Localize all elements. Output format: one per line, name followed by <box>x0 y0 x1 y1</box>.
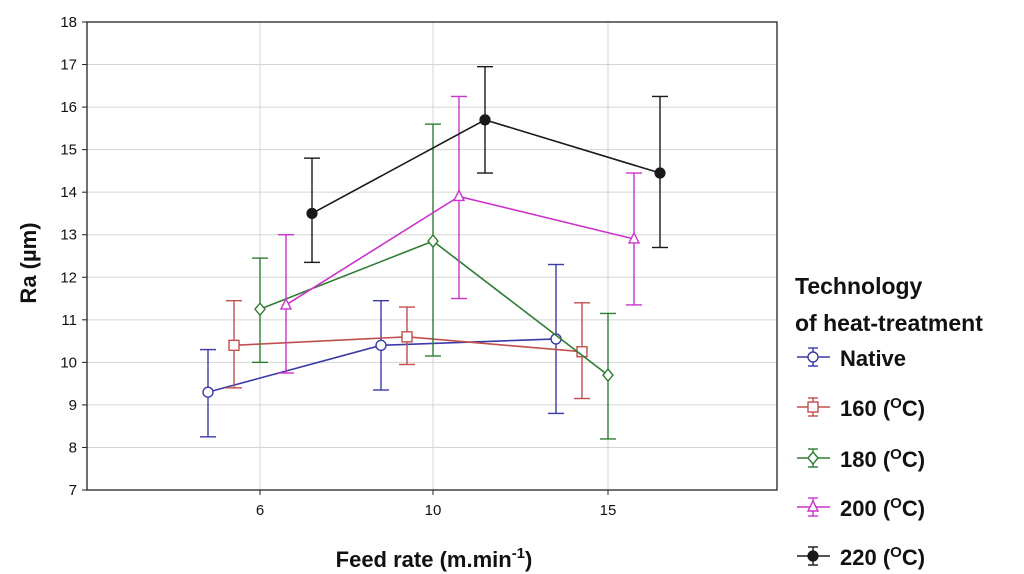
legend-item-220-marker <box>807 550 819 562</box>
x-axis-title: Feed rate (m.min-1) <box>336 545 533 572</box>
x-axis-title-end: ) <box>525 547 532 572</box>
x-tick-label-6: 6 <box>256 502 264 519</box>
series-200-point-1 <box>452 188 466 202</box>
legend-item-220: 220 (OC) <box>797 544 925 570</box>
series-180-point-0 <box>254 302 266 317</box>
legend-item-180-marker <box>807 450 819 466</box>
legend-item-160-label-name: 160 <box>840 396 877 421</box>
series-180 <box>252 123 616 440</box>
series-200 <box>278 95 642 374</box>
legend-item-180-label: 180 (OC) <box>840 446 925 472</box>
legend-item-160-label-paren-open: ( <box>877 396 891 421</box>
series-native-point-0 <box>202 386 214 398</box>
x-axis-title-sup: -1 <box>512 545 525 562</box>
x-tick-label-15: 15 <box>600 502 617 519</box>
legend-item-200-label-unit-end: C) <box>902 496 925 521</box>
y-axis-title: Ra (µm) <box>16 222 41 303</box>
legend-item-180-label-paren-open: ( <box>877 447 891 472</box>
plot-frame <box>86 21 778 491</box>
series-200-point-2 <box>627 231 641 244</box>
series-180-point-1 <box>427 234 439 249</box>
series-220-point-0 <box>306 207 318 220</box>
series-180-point-2 <box>602 368 614 383</box>
series-200-point-0 <box>279 297 293 310</box>
legend-item-220-label-unit-end: C) <box>902 545 925 570</box>
legend-item-160-marker <box>807 401 819 413</box>
y-tick-label-12: 12 <box>60 269 77 286</box>
legend: Technology of heat-treatment Native 160 (… <box>795 273 983 570</box>
y-tick-label-10: 10 <box>60 354 77 371</box>
legend-item-native-marker <box>807 351 819 363</box>
legend-item-native-label-name: Native <box>840 346 906 371</box>
series-200-line <box>285 195 635 306</box>
legend-item-220-label-name: 220 <box>840 545 877 570</box>
y-tick-label-16: 16 <box>60 99 77 116</box>
y-tick-labels: 7 8 9 10 11 12 13 14 15 16 17 18 <box>60 14 87 499</box>
legend-item-200-label-unit-sup: O <box>890 495 902 512</box>
series-160-point-0 <box>228 339 240 352</box>
y-tick-label-13: 13 <box>60 227 77 244</box>
legend-item-200-marker <box>806 499 820 512</box>
legend-item-180-label-unit-end: C) <box>902 447 925 472</box>
legend-item-200-label-paren-open: ( <box>877 496 891 521</box>
series-220-point-2 <box>654 167 666 179</box>
legend-item-180-label-name: 180 <box>840 447 877 472</box>
series-160-point-1 <box>401 331 413 343</box>
series-layer <box>200 65 668 440</box>
y-tick-label-17: 17 <box>60 57 77 74</box>
grid <box>87 22 777 490</box>
series-220 <box>304 65 668 264</box>
y-tick-label-8: 8 <box>69 439 77 456</box>
legend-item-native-label: Native <box>840 346 906 371</box>
legend-item-native: Native <box>797 346 906 371</box>
legend-item-200-label: 200 (OC) <box>840 495 925 521</box>
y-tick-label-7: 7 <box>69 482 77 499</box>
x-tick-label-10: 10 <box>425 502 442 519</box>
legend-item-220-label-unit-sup: O <box>890 544 902 561</box>
series-native-point-1 <box>375 339 387 352</box>
series-220-point-1 <box>479 114 491 126</box>
legend-item-220-label-paren-open: ( <box>877 545 891 570</box>
legend-title-line-1: Technology <box>795 273 923 299</box>
series-160 <box>226 299 590 400</box>
legend-item-180: 180 (OC) <box>797 446 925 472</box>
legend-item-160-label-unit-sup: O <box>890 395 902 412</box>
y-tick-label-11: 11 <box>61 312 77 329</box>
y-tick-label-9: 9 <box>69 397 77 414</box>
legend-item-200-label-name: 200 <box>840 496 877 521</box>
y-tick-label-14: 14 <box>60 184 77 201</box>
legend-item-200: 200 (OC) <box>797 495 925 521</box>
legend-title-line-2: of heat-treatment <box>795 310 983 336</box>
y-tick-label-18: 18 <box>60 14 77 31</box>
legend-item-160: 160 (OC) <box>797 395 925 421</box>
legend-item-160-label: 160 (OC) <box>840 395 925 421</box>
legend-item-180-label-unit-sup: O <box>890 446 902 463</box>
x-axis-title-main: Feed rate (m.min <box>336 547 512 572</box>
series-native <box>200 263 564 438</box>
x-tick-labels: 6 10 15 <box>256 490 617 519</box>
legend-item-160-label-unit-end: C) <box>902 396 925 421</box>
legend-item-220-label: 220 (OC) <box>840 544 925 570</box>
y-tick-label-15: 15 <box>60 142 77 159</box>
